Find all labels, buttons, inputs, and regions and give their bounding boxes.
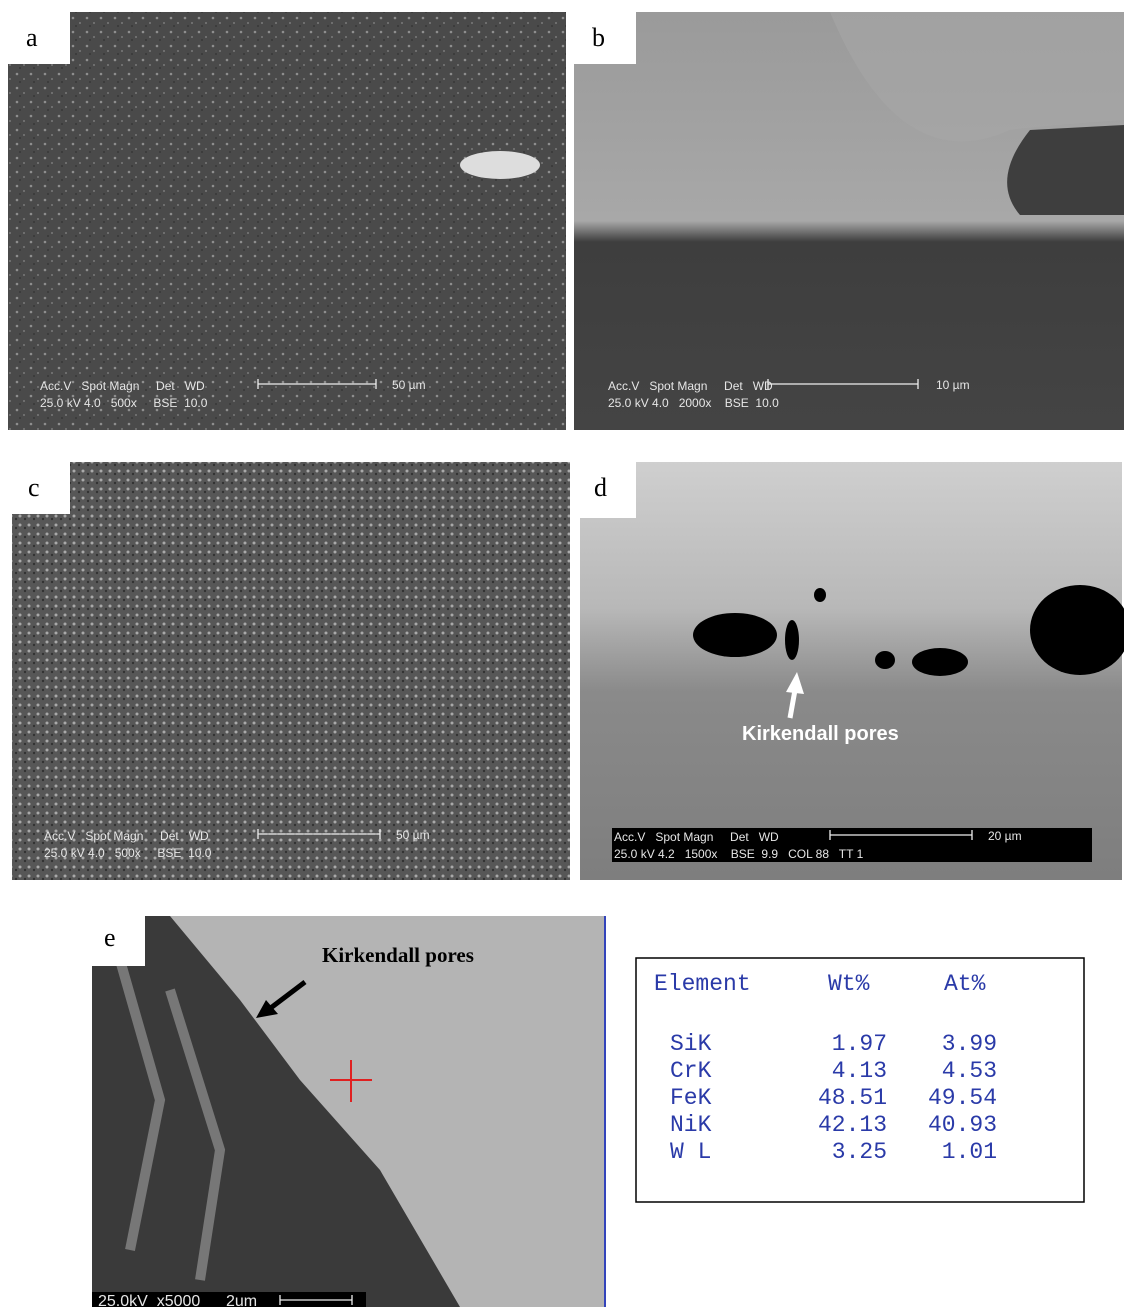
panel-label: a [26,23,38,52]
table-cell: 4.53 [942,1058,997,1084]
label-box [580,462,636,518]
table-cell: 1.01 [942,1139,997,1165]
sem-info: 25.0 kV 4.2 1500x BSE 9.9 COL 88 TT 1 [614,847,864,861]
table-cell: 42.13 [818,1112,887,1138]
annotation: Kirkendall pores [322,943,474,967]
sem-info: Acc.V Spot Magn Det WD [40,379,205,393]
scale-label: 20 µm [988,829,1022,843]
panel-label: c [28,473,40,502]
table-cell: FeK [670,1085,712,1111]
panel-label: b [592,23,605,52]
pore [875,651,895,669]
table-cell: 4.13 [832,1058,887,1084]
inclusion [460,151,540,179]
scale-label: 10 µm [936,378,970,392]
table-cell: CrK [670,1058,712,1084]
table-header: Wt% [828,971,870,997]
label-box [92,916,145,966]
sem-info: 25.0 kV 4.0 500x BSE 10.0 [40,396,208,410]
label-box [574,12,636,64]
panel-label: d [594,473,607,502]
label-box [12,462,70,514]
table-cell: W L [670,1139,711,1165]
label-box [8,12,70,64]
panel-label: e [104,923,116,952]
table-cell: 40.93 [928,1112,997,1138]
sem-info: 25.0 kV 4.0 2000x BSE 10.0 [608,396,779,410]
sem-info: 25.0kV x5000 [98,1293,200,1307]
table-header: Element [654,971,751,997]
sem-info: Acc.V Spot Magn Det WD [614,830,779,844]
sem-info: 25.0 kV 4.0 500x BSE 10.0 [44,846,212,860]
table-cell: 48.51 [818,1085,887,1111]
sem-info: Acc.V Spot Magn Det WD [608,379,773,393]
scale-label: 2um [226,1293,257,1307]
table-cell: SiK [670,1031,712,1057]
scale-label: 50 µm [392,378,426,392]
texture [8,12,566,430]
texture [12,462,570,880]
border [604,916,606,1307]
table-cell: 1.97 [832,1031,887,1057]
table-cell: 49.54 [928,1085,997,1111]
pore [814,588,826,602]
sem-image [580,462,1122,880]
table-cell: 3.99 [942,1031,997,1057]
table-cell: NiK [670,1112,712,1138]
table-header: At% [944,971,986,997]
scale-label: 50 µm [396,828,430,842]
figure: a Acc.V Spot Magn Det WD 25.0 kV 4.0 500x … [0,0,1124,1307]
pore [912,648,968,676]
pore [785,620,799,660]
annotation: Kirkendall pores [742,723,899,745]
table-cell: 3.25 [832,1139,887,1165]
sem-info: Acc.V Spot Magn Det WD [44,829,209,843]
substrate [1007,125,1124,215]
pore [693,613,777,657]
